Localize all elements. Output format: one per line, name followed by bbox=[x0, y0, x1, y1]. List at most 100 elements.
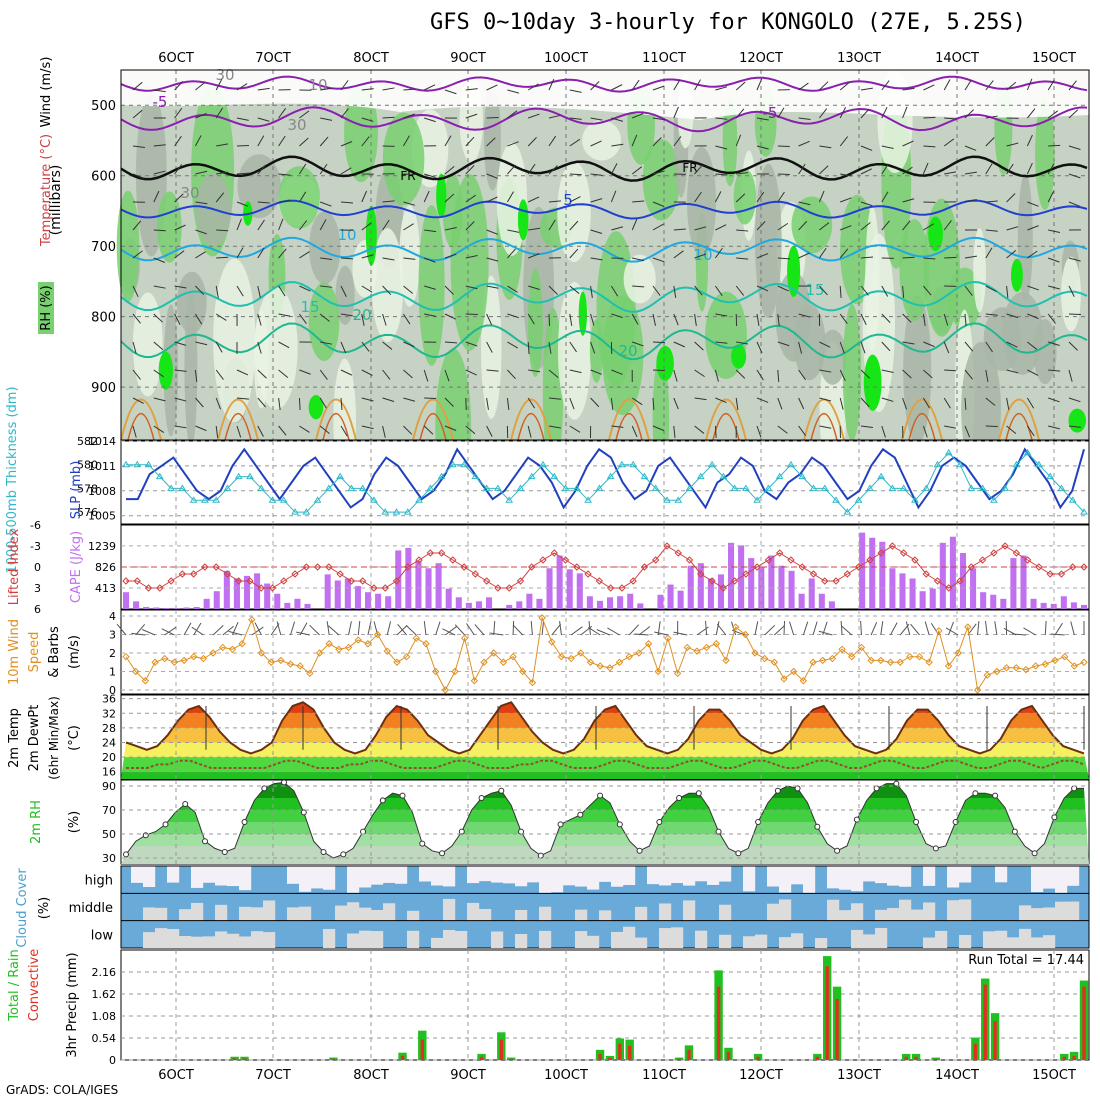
li-point bbox=[415, 556, 423, 564]
cloud-high-cell bbox=[311, 866, 324, 889]
wind-barb bbox=[1048, 229, 1061, 233]
li-point bbox=[730, 577, 739, 585]
thickness-point bbox=[133, 460, 142, 468]
wind-barb bbox=[798, 397, 805, 410]
wind10-point bbox=[441, 686, 450, 694]
wind-barb bbox=[236, 425, 242, 438]
wind-barb bbox=[195, 425, 207, 432]
li-point bbox=[854, 563, 863, 571]
thickness-point bbox=[246, 472, 254, 480]
wind-barb bbox=[777, 173, 790, 176]
precip-conv-bar-31 bbox=[420, 1039, 424, 1060]
wind10-barb bbox=[802, 621, 809, 636]
rh-blob-84 bbox=[923, 198, 960, 337]
wind-barb bbox=[923, 84, 935, 91]
cloud-high-cell bbox=[239, 866, 252, 891]
wind-barb bbox=[465, 255, 478, 259]
wind-barb bbox=[694, 226, 707, 231]
wind-barb bbox=[569, 248, 579, 259]
wind10-tick-3: 3 bbox=[109, 629, 116, 642]
cloud-high-cell bbox=[959, 866, 972, 883]
cape-bar-46 bbox=[576, 573, 583, 609]
rh2m-point bbox=[518, 828, 525, 835]
wind-barb bbox=[132, 109, 143, 119]
cape-bar-86 bbox=[980, 592, 987, 609]
cloud-high-cell bbox=[143, 866, 156, 888]
warm-contour-6 bbox=[608, 398, 650, 441]
wind-barb bbox=[1006, 313, 1019, 319]
wind-barb bbox=[1006, 425, 1017, 435]
wind-barb bbox=[798, 117, 811, 121]
li-point bbox=[156, 584, 164, 592]
wind-barb bbox=[548, 219, 556, 231]
cloud-cell bbox=[191, 936, 204, 948]
rh-blob-46 bbox=[116, 190, 140, 303]
thickness-point bbox=[370, 496, 378, 503]
temp-tick-36: 36 bbox=[102, 693, 116, 706]
wind-barb bbox=[444, 313, 457, 320]
wind10-point bbox=[1060, 652, 1069, 661]
cloud-high-cell bbox=[359, 866, 372, 888]
wind-barb bbox=[216, 143, 229, 147]
wind-barb bbox=[632, 257, 645, 262]
wind-barb bbox=[216, 256, 229, 259]
thickness-tick-578: 578 bbox=[77, 482, 98, 495]
cloud-high-cell bbox=[203, 866, 216, 883]
wind10-point bbox=[151, 658, 159, 666]
cloud-high-cell bbox=[563, 866, 576, 886]
wind-barb bbox=[673, 250, 684, 259]
contour-freezing bbox=[120, 155, 1088, 182]
wind-barb bbox=[486, 137, 496, 147]
thickness-point bbox=[324, 484, 333, 491]
wind10-barb bbox=[1023, 627, 1036, 636]
cape-bar-75 bbox=[869, 537, 876, 609]
wind-barb bbox=[798, 425, 807, 436]
wind-barb bbox=[777, 341, 790, 347]
wind-barb bbox=[215, 369, 224, 380]
cape-bar-23 bbox=[344, 578, 351, 609]
wind10-point bbox=[596, 662, 604, 670]
precip-conv-bar-37 bbox=[479, 1056, 484, 1060]
wind-barb bbox=[694, 397, 707, 401]
wind-barb bbox=[632, 285, 645, 288]
rh-high-blob-11 bbox=[863, 354, 882, 411]
cape-bar-13 bbox=[243, 575, 251, 609]
wind-barb bbox=[777, 222, 789, 231]
cloud-cell bbox=[995, 930, 1008, 948]
cloud-cell bbox=[287, 907, 300, 921]
thickness-point bbox=[1001, 484, 1009, 491]
cloud-high-cell bbox=[587, 866, 600, 890]
wind10-point bbox=[228, 645, 237, 654]
cloud-high-cell bbox=[683, 866, 696, 886]
rh2m-ylabel-2: (%) bbox=[67, 811, 82, 834]
cloud-cell bbox=[791, 933, 804, 948]
wind-barb bbox=[860, 222, 871, 231]
cloud-high-cell bbox=[743, 866, 756, 892]
wind10-point bbox=[877, 656, 885, 665]
precip-tick-0.54: 0.54 bbox=[92, 1032, 117, 1045]
wind-barb bbox=[132, 173, 145, 179]
li-point bbox=[990, 549, 998, 557]
precip-conv-bar-97 bbox=[1072, 1055, 1076, 1060]
wind-barb bbox=[611, 425, 624, 428]
cloud-high-cell bbox=[767, 866, 780, 887]
wind10-point bbox=[238, 640, 246, 648]
wind10-point bbox=[490, 649, 498, 657]
contour-label-5: 5 bbox=[563, 191, 573, 209]
wind-barb bbox=[902, 106, 908, 119]
cape-bar-51 bbox=[627, 593, 634, 609]
wind10-point bbox=[257, 649, 266, 657]
thickness-point bbox=[1046, 472, 1055, 480]
li-point bbox=[719, 584, 728, 592]
cape-bar-12 bbox=[233, 578, 240, 609]
wind-barb bbox=[569, 196, 581, 203]
wind-barb bbox=[1026, 425, 1035, 437]
wind-barb bbox=[486, 369, 499, 372]
wind-barb bbox=[590, 81, 600, 91]
wind10-point bbox=[354, 636, 362, 644]
wind10-barb bbox=[948, 621, 954, 636]
rh2m-point bbox=[893, 780, 900, 787]
rh-blob-58 bbox=[371, 228, 404, 342]
rh2m-point bbox=[597, 792, 604, 799]
